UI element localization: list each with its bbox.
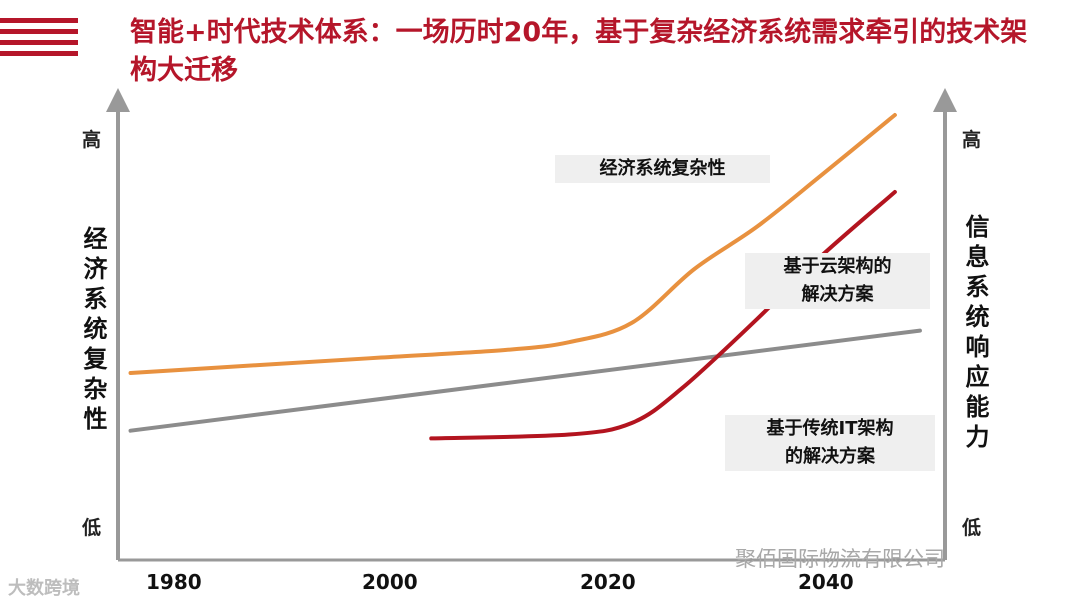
right-axis-high: 高 xyxy=(962,129,982,151)
watermark-right: 聚佰国际物流有限公司 xyxy=(735,547,945,571)
series-line-2 xyxy=(429,190,897,441)
page-title: 智能+时代技术体系：一场历时20年，基于复杂经济系统需求牵引的技术架构大迁移 xyxy=(130,17,1028,86)
series-label-traditional-line2: 的解决方案 xyxy=(785,446,875,467)
series-label-economic-complexity: 经济系统复杂性 xyxy=(555,155,770,183)
series-label-cloud-line2: 解决方案 xyxy=(801,284,874,305)
watermark-left: 大数跨境 xyxy=(8,578,80,599)
right-axis-low: 低 xyxy=(962,517,982,539)
logo-stripes xyxy=(0,18,78,62)
series-line-1 xyxy=(128,328,922,433)
series-label-cloud-architecture: 基于云架构的 解决方案 xyxy=(745,253,930,309)
right-axis-title: 信息系统响应能力 xyxy=(961,214,989,454)
series-label-cloud-line1: 基于云架构的 xyxy=(783,256,892,277)
series-label-traditional-it: 基于传统IT架构 的解决方案 xyxy=(725,415,935,471)
series-label-traditional-line1: 基于传统IT架构 xyxy=(766,418,894,439)
series-line-0 xyxy=(128,113,897,375)
left-axis-title: 经济系统复杂性 xyxy=(79,226,107,436)
x-tick-label: 2000 xyxy=(362,570,418,594)
x-tick-label: 2020 xyxy=(580,570,636,594)
left-axis-high: 高 xyxy=(82,129,102,151)
x-tick-label: 2040 xyxy=(798,570,854,594)
series-label-economic-complexity-line: 经济系统复杂性 xyxy=(599,158,726,179)
x-tick-label: 1980 xyxy=(146,570,202,594)
left-axis-low: 低 xyxy=(82,517,102,539)
